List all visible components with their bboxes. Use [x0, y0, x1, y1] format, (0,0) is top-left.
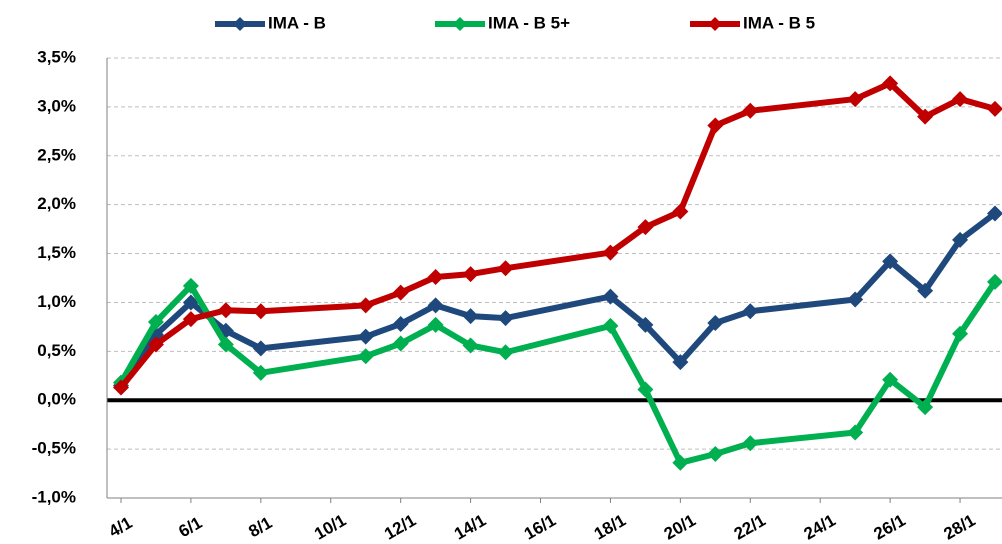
- x-tick-label: 26/1: [871, 511, 909, 544]
- marker: [672, 203, 689, 220]
- x-tick-label: 6/1: [175, 513, 205, 541]
- marker: [462, 337, 479, 354]
- x-tick-label: 12/1: [381, 511, 419, 544]
- x-tick-label: 18/1: [591, 511, 629, 544]
- legend-label: IMA - B: [268, 13, 326, 32]
- marker: [427, 297, 444, 314]
- y-tick-label: 0,0%: [37, 390, 76, 409]
- marker: [217, 336, 234, 353]
- marker: [847, 424, 864, 441]
- marker: [182, 294, 199, 311]
- marker: [742, 303, 759, 320]
- marker: [147, 314, 164, 330]
- marker: [917, 282, 934, 299]
- series-line: [118, 280, 998, 466]
- marker: [147, 336, 164, 353]
- marker: [672, 354, 689, 371]
- marker: [392, 335, 409, 352]
- x-tick-label: 28/1: [940, 511, 978, 544]
- marker: [427, 316, 444, 333]
- marker: [497, 344, 514, 361]
- marker: [707, 117, 724, 134]
- marker: [462, 308, 479, 325]
- marker: [357, 348, 374, 365]
- y-tick-label: 1,0%: [37, 292, 76, 311]
- x-tick-label: 10/1: [311, 511, 349, 544]
- x-tick-label: 14/1: [451, 511, 489, 544]
- marker: [462, 266, 479, 283]
- x-tick-label: 24/1: [801, 511, 839, 544]
- marker: [987, 205, 1002, 222]
- x-tick-label: 8/1: [245, 513, 275, 541]
- y-tick-label: -0,5%: [32, 439, 76, 458]
- marker: [217, 302, 234, 319]
- x-tick-label: 22/1: [731, 511, 769, 544]
- y-tick-label: 2,0%: [37, 194, 76, 213]
- y-tick-label: 3,0%: [37, 96, 76, 115]
- x-tick-label: 20/1: [661, 511, 699, 544]
- x-tick-label: 16/1: [521, 511, 559, 544]
- legend-marker: [708, 17, 722, 31]
- marker: [952, 231, 969, 248]
- marker: [602, 244, 619, 261]
- marker: [182, 311, 199, 328]
- marker: [742, 102, 759, 119]
- marker: [112, 379, 129, 396]
- y-tick-label: 0,5%: [37, 341, 76, 360]
- marker: [357, 328, 374, 345]
- marker: [637, 316, 654, 333]
- marker: [252, 303, 269, 320]
- legend-label: IMA - B 5+: [488, 13, 570, 32]
- marker: [987, 100, 1002, 117]
- marker: [252, 340, 269, 357]
- y-tick-label: -1,0%: [32, 487, 76, 506]
- marker: [497, 260, 514, 277]
- legend-marker: [233, 17, 247, 31]
- marker: [392, 315, 409, 332]
- series-line: [118, 211, 997, 388]
- y-tick-label: 1,5%: [37, 243, 76, 262]
- marker: [707, 446, 724, 462]
- marker: [707, 314, 724, 331]
- marker: [637, 219, 654, 236]
- marker: [252, 364, 269, 381]
- legend-label: IMA - B 5: [743, 13, 815, 32]
- legend-marker: [453, 17, 467, 31]
- marker: [637, 381, 654, 398]
- marker: [847, 91, 864, 108]
- y-tick-label: 2,5%: [37, 145, 76, 164]
- marker: [882, 253, 899, 270]
- marker: [427, 269, 444, 286]
- marker: [357, 297, 374, 314]
- y-tick-label: 3,5%: [37, 47, 76, 66]
- marker: [847, 291, 864, 308]
- marker: [602, 288, 619, 305]
- marker: [742, 435, 759, 452]
- marker: [672, 454, 689, 471]
- marker: [952, 325, 969, 342]
- marker: [392, 284, 409, 301]
- marker: [917, 108, 934, 125]
- marker: [602, 317, 619, 334]
- marker: [497, 310, 514, 327]
- marker: [987, 273, 1002, 290]
- x-tick-label: 4/1: [105, 513, 135, 541]
- marker: [882, 371, 899, 388]
- marker: [952, 91, 969, 108]
- marker: [182, 277, 199, 294]
- marker: [882, 75, 899, 92]
- marker: [917, 399, 934, 416]
